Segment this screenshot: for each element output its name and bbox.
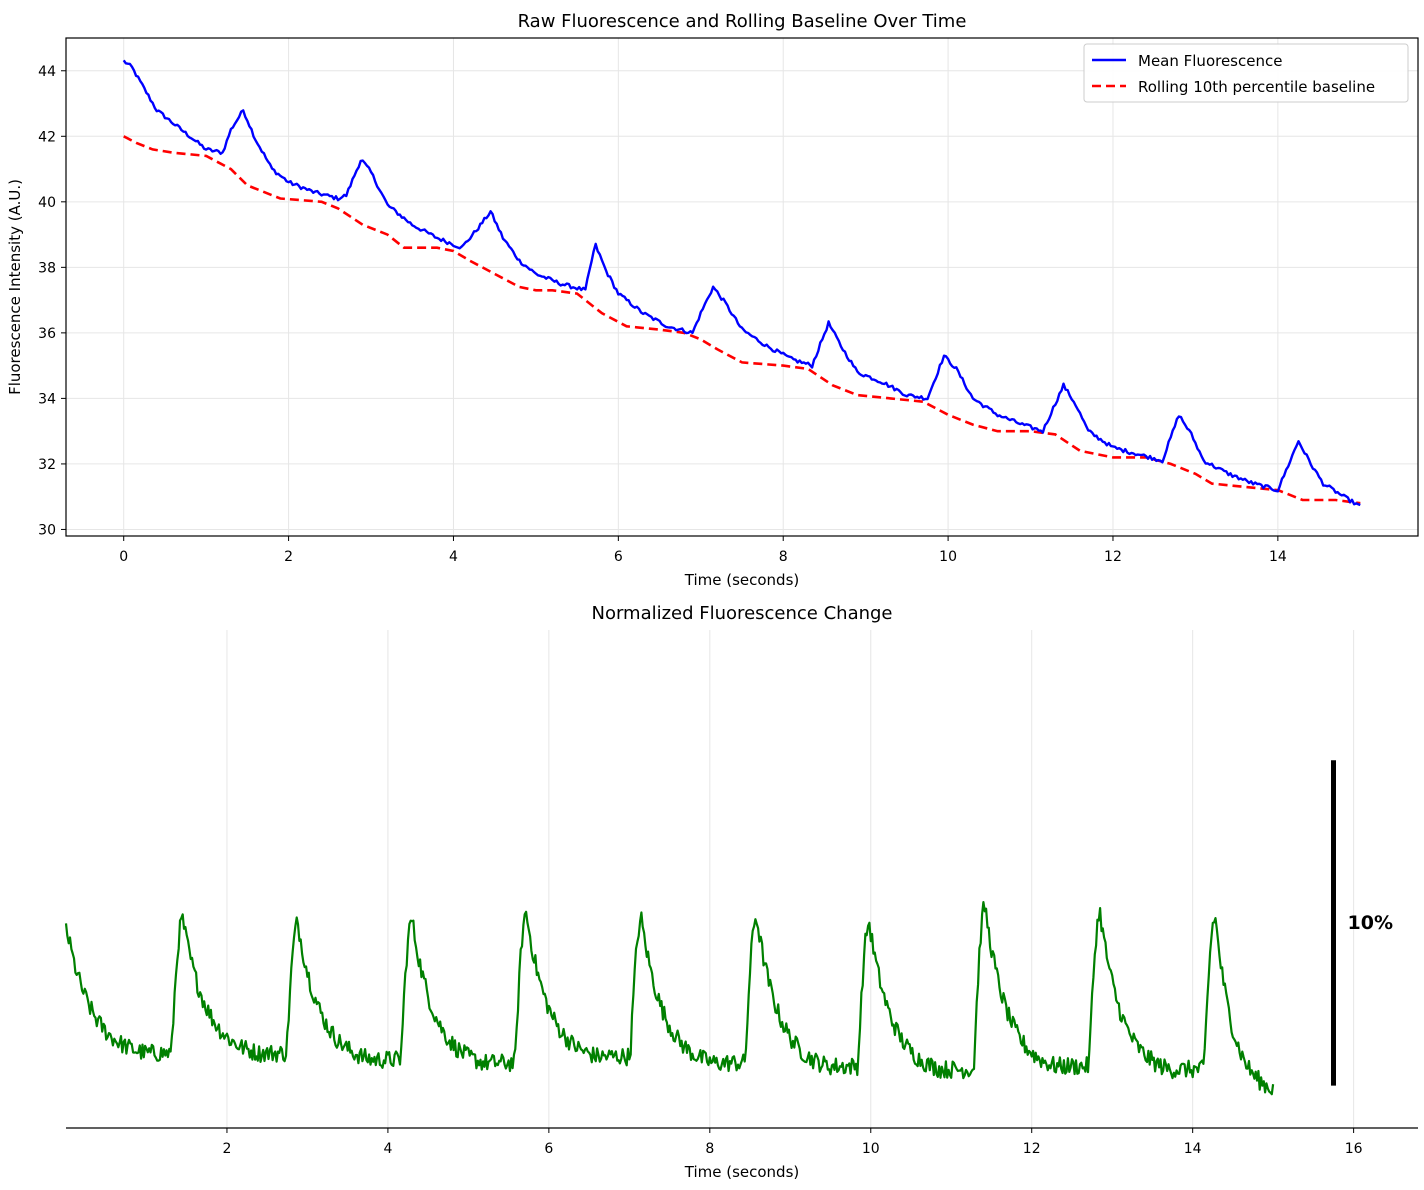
raw-x-tick-label: 2	[284, 549, 293, 565]
raw-x-tick-label: 6	[614, 549, 623, 565]
raw-x-tick-label: 4	[449, 549, 458, 565]
raw-y-tick-label: 38	[38, 260, 56, 276]
raw-y-tick-label: 42	[38, 129, 56, 145]
normalized-x-tick-label: 10	[862, 1141, 880, 1157]
normalized-chart-series	[64, 901, 1275, 1096]
raw-chart-series	[122, 59, 1361, 507]
legend-box	[1083, 43, 1409, 103]
baseline-line	[123, 135, 1361, 505]
legend-label-mean-fluorescence: Mean Fluorescence	[1138, 52, 1282, 70]
legend-label-baseline: Rolling 10th percentile baseline	[1138, 78, 1375, 96]
normalized-chart-x-axis-label: Time (seconds)	[684, 1163, 800, 1181]
normalized-fluorescence-line	[64, 901, 1275, 1096]
raw-fluorescence-chart: Raw Fluorescence and Rolling Baseline Ov…	[6, 11, 1419, 589]
raw-chart-title: Raw Fluorescence and Rolling Baseline Ov…	[518, 11, 967, 32]
raw-chart-frame	[65, 37, 1419, 537]
raw-y-tick-label: 36	[38, 326, 56, 342]
raw-chart-y-axis-label: Fluorescence Intensity (A.U.)	[6, 179, 24, 395]
raw-x-tick-label: 14	[1269, 549, 1287, 565]
normalized-x-tick-label: 14	[1184, 1141, 1202, 1157]
normalized-x-tick-label: 4	[383, 1141, 392, 1157]
normalized-x-tick-label: 12	[1023, 1141, 1041, 1157]
mean-fluorescence-line	[122, 59, 1361, 507]
raw-y-tick-label: 34	[38, 391, 56, 407]
raw-x-tick-label: 8	[779, 549, 788, 565]
raw-x-tick-label: 12	[1104, 549, 1122, 565]
raw-chart-x-axis-label: Time (seconds)	[684, 571, 800, 589]
scale-bar-label: 10%	[1348, 912, 1393, 934]
normalized-fluorescence-chart: Normalized Fluorescence Change 2 4 6 8 10 12 1…	[64, 603, 1418, 1181]
raw-chart-y-ticks: 30 32 34 36 38 40 42 44	[38, 64, 66, 538]
raw-chart-x-ticks: 0 2 4 6 8 10 12 14	[119, 536, 1287, 565]
raw-y-tick-label: 40	[38, 195, 56, 211]
scale-bar: 10%	[1331, 760, 1393, 1086]
normalized-chart-title: Normalized Fluorescence Change	[591, 603, 892, 624]
raw-y-tick-label: 32	[38, 457, 56, 473]
raw-chart-legend: Mean Fluorescence Rolling 10th percentil…	[1083, 43, 1409, 103]
raw-y-tick-label: 30	[38, 522, 56, 538]
normalized-x-tick-label: 6	[544, 1141, 553, 1157]
raw-y-tick-label: 44	[38, 64, 56, 80]
raw-x-tick-label: 0	[119, 549, 128, 565]
normalized-x-tick-label: 2	[222, 1141, 231, 1157]
normalized-chart-grid	[226, 630, 1355, 1128]
normalized-x-tick-label: 8	[705, 1141, 714, 1157]
normalized-x-tick-label: 16	[1345, 1141, 1363, 1157]
normalized-chart-x-ticks: 2 4 6 8 10 12 14 16	[222, 1128, 1363, 1157]
raw-x-tick-label: 10	[939, 549, 957, 565]
